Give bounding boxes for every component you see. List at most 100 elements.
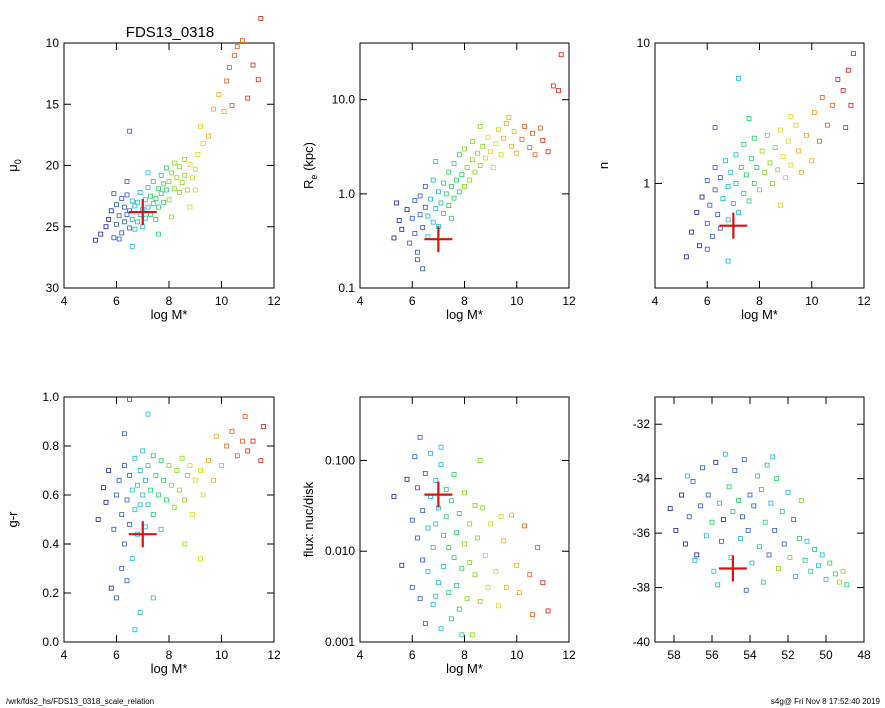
y-axis-label: flux: nuc/disk [301, 481, 316, 557]
data-point [132, 627, 138, 633]
data-point [509, 512, 514, 518]
data-point [768, 500, 774, 506]
data-point [808, 568, 814, 574]
data-point [720, 196, 726, 201]
data-point [153, 216, 159, 222]
data-point [772, 145, 778, 150]
data-point [163, 187, 169, 193]
data-point [840, 568, 846, 574]
data-point [137, 610, 143, 615]
data-point [430, 601, 436, 607]
data-point [704, 246, 710, 252]
data-point [430, 219, 436, 225]
data-point [725, 258, 731, 264]
data-point [140, 492, 146, 498]
data-point [707, 202, 713, 208]
data-point [145, 411, 151, 417]
data-point [399, 562, 405, 568]
data-point [129, 487, 135, 493]
data-point [100, 485, 106, 491]
data-point [158, 172, 164, 178]
data-point [245, 95, 251, 101]
data-point [673, 527, 679, 533]
data-point [121, 219, 127, 225]
data-point [127, 225, 133, 231]
data-point [451, 472, 457, 477]
data-point [527, 572, 533, 578]
data-point [823, 576, 829, 582]
data-point [114, 221, 119, 227]
data-point [124, 578, 130, 584]
data-point [150, 595, 156, 601]
x-tick-label: 52 [781, 648, 795, 662]
data-point [95, 517, 101, 522]
data-point [443, 191, 449, 197]
data-point [819, 552, 825, 558]
data-point [774, 476, 779, 482]
data-point [441, 532, 447, 538]
plot-frame [654, 42, 865, 289]
data-point [446, 203, 452, 209]
y-axis-label: n [596, 162, 611, 169]
data-point [129, 556, 135, 562]
data-point [420, 225, 426, 230]
y-tick-label: 0.010 [325, 544, 355, 558]
data-point [449, 183, 454, 189]
data-point [754, 165, 760, 170]
data-point [830, 102, 836, 108]
data-point [229, 103, 235, 108]
data-point [441, 210, 447, 216]
data-point [712, 165, 718, 170]
data-point [213, 433, 219, 439]
data-point [150, 179, 156, 184]
x-tick-label: 8 [756, 294, 763, 308]
data-point [710, 233, 715, 239]
data-point [142, 477, 148, 483]
data-point [391, 494, 397, 499]
data-point [503, 120, 509, 126]
data-point [111, 526, 117, 532]
data-point [679, 492, 684, 498]
data-point [116, 477, 122, 483]
data-point [428, 196, 433, 202]
data-point [124, 497, 130, 503]
data-point [129, 243, 135, 249]
x-tick-label: 50 [819, 648, 833, 662]
data-point [435, 189, 441, 195]
x-tick-label: 6 [409, 294, 416, 308]
data-point [741, 141, 747, 147]
data-point [135, 482, 140, 488]
x-tick-label: 6 [704, 294, 711, 308]
data-point [848, 102, 854, 108]
data-point [804, 132, 809, 138]
data-points [391, 434, 551, 638]
data-point [200, 492, 206, 498]
data-point [469, 157, 475, 163]
data-point [721, 517, 726, 522]
data-point [150, 512, 156, 517]
data-point [417, 212, 423, 218]
data-point [435, 580, 441, 586]
x-tick-label: 12 [267, 294, 281, 308]
data-point [778, 127, 783, 133]
data-point [255, 77, 261, 83]
data-point [791, 517, 797, 522]
data-point [433, 593, 439, 599]
data-point [550, 83, 556, 89]
panel-n: 4 6 8 10 12 1 10 log M* n [596, 36, 871, 322]
data-point [501, 538, 507, 544]
data-point [198, 468, 203, 473]
data-point [717, 500, 722, 506]
data-point [93, 237, 98, 243]
x-tick-label: 12 [562, 294, 576, 308]
data-points [95, 397, 266, 633]
data-point [127, 397, 133, 402]
x-tick-label: 8 [461, 648, 468, 662]
y-tick-label: 0.0 [42, 635, 59, 649]
data-point [545, 608, 551, 614]
data-point [809, 158, 815, 164]
data-point [496, 603, 501, 609]
data-point [690, 478, 696, 484]
data-point [221, 109, 227, 114]
data-point [843, 125, 849, 130]
